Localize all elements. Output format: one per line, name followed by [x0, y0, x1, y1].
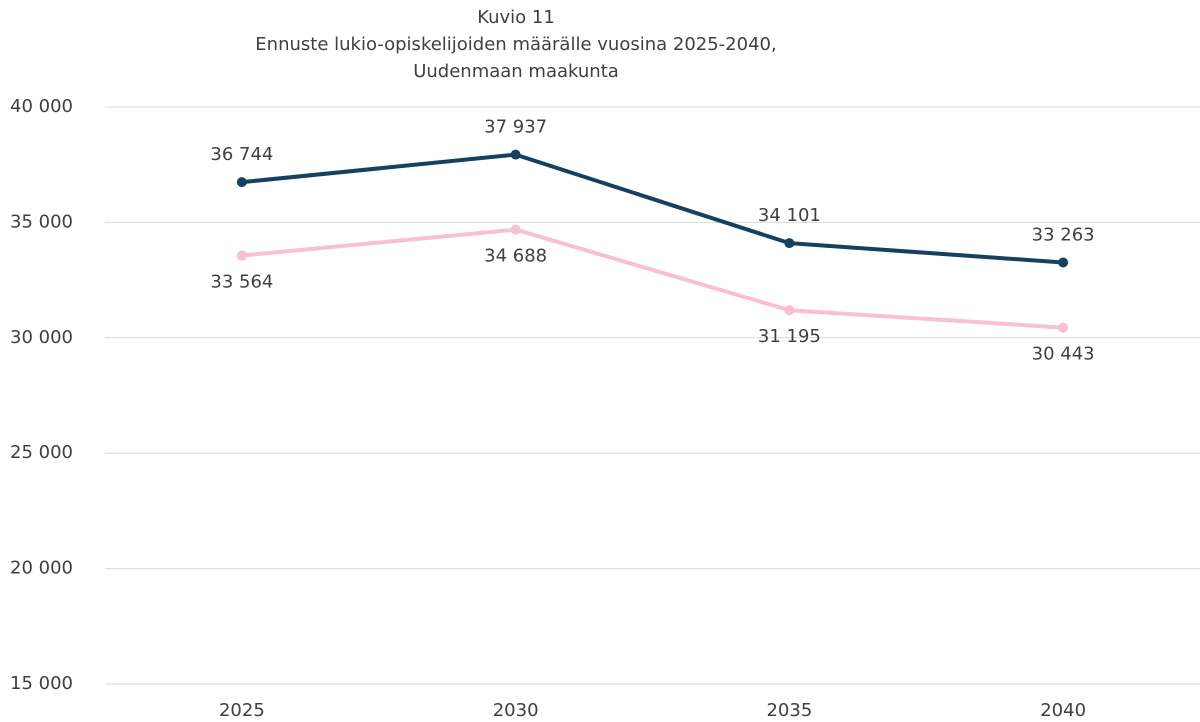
- data-label: 37 937: [484, 117, 547, 138]
- data-label: 33 564: [210, 272, 273, 293]
- point: [236, 177, 247, 188]
- data-label: 34 688: [484, 246, 547, 267]
- chart-title: Kuvio 11: [477, 7, 555, 28]
- series-line: [241, 227, 1064, 330]
- point: [510, 224, 521, 235]
- data-label: 33 263: [1032, 224, 1095, 245]
- x-tick-label: 2025: [219, 700, 265, 721]
- y-tick-label: 30 000: [10, 327, 73, 348]
- x-tick-label: 2035: [766, 700, 812, 721]
- y-tick-label: 40 000: [10, 96, 73, 117]
- data-label: 31 195: [758, 326, 821, 347]
- point: [784, 238, 795, 249]
- x-tick-label: 2040: [1040, 700, 1086, 721]
- x-tick-label: 2030: [493, 700, 539, 721]
- point: [1058, 257, 1069, 268]
- point: [510, 149, 521, 160]
- y-tick-label: 25 000: [10, 442, 73, 463]
- series-line: [241, 152, 1064, 265]
- y-tick-label: 20 000: [10, 558, 73, 579]
- data-label: 34 101: [758, 205, 821, 226]
- point: [236, 250, 247, 261]
- data-label: 30 443: [1032, 344, 1095, 365]
- data-label: 36 744: [210, 144, 273, 165]
- chart-title: Uudenmaan maakunta: [413, 61, 619, 82]
- chart-title: Ennuste lukio-opiskelijoiden määrälle vu…: [255, 34, 776, 55]
- point: [1058, 322, 1069, 333]
- y-tick-label: 35 000: [10, 211, 73, 232]
- y-tick-label: 15 000: [10, 673, 73, 694]
- point: [784, 305, 795, 316]
